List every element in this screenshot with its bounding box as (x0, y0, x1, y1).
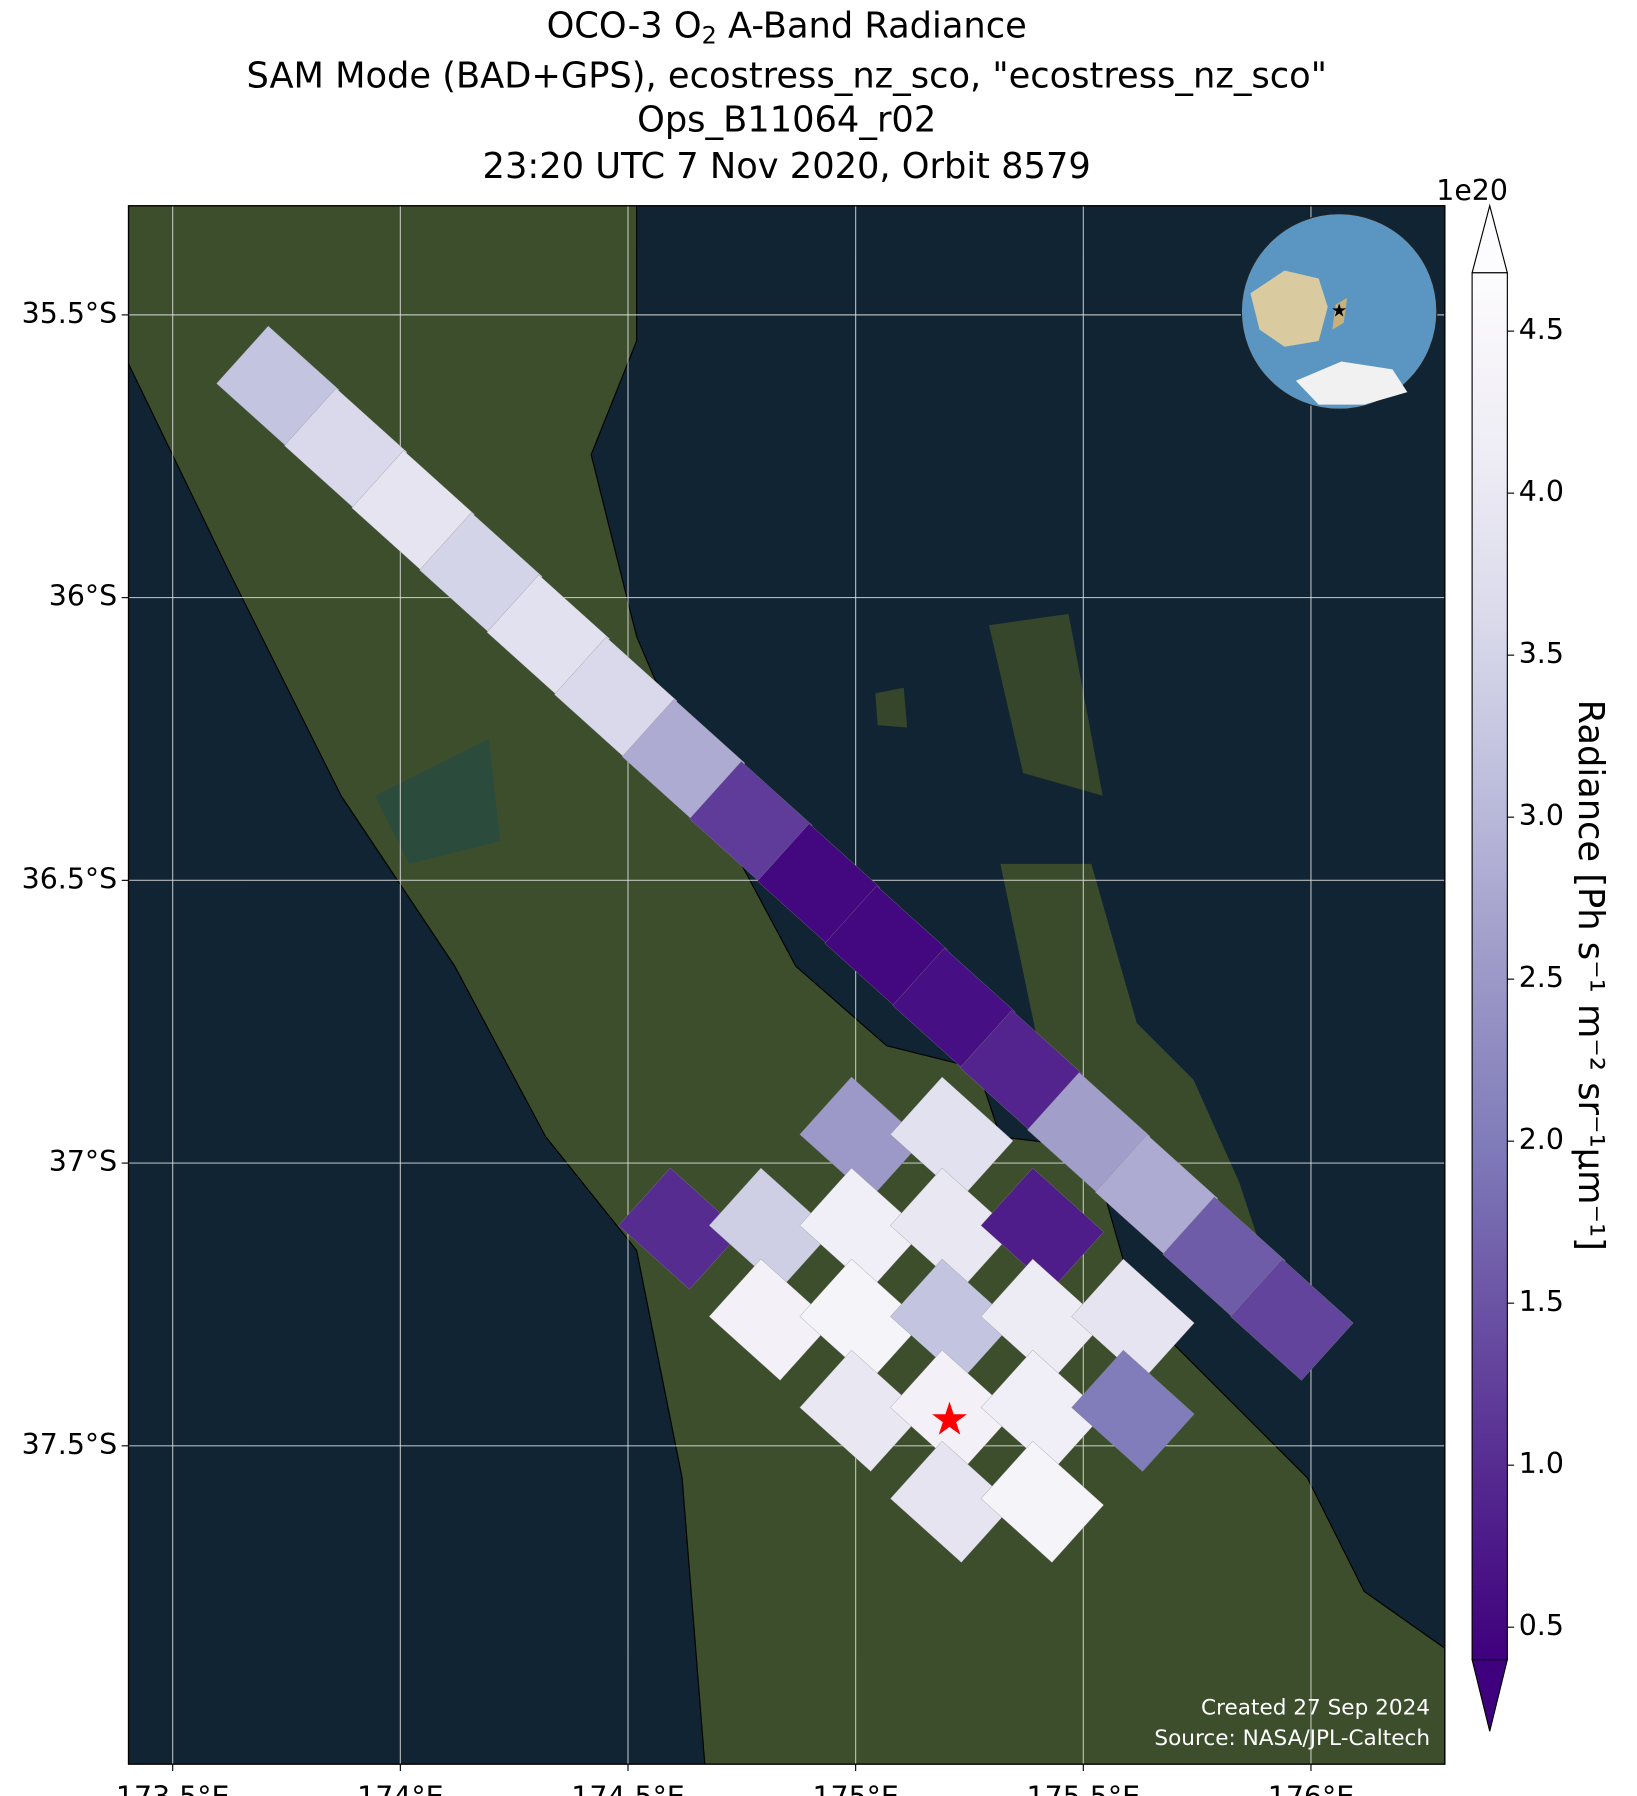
footprints (216, 325, 1354, 1563)
kaipara-harbour (375, 738, 501, 864)
globe-antarctica (1295, 361, 1408, 405)
colorbar-tick-label: 2.0 (1519, 1123, 1564, 1156)
globe-nz (1332, 297, 1348, 330)
map-frame (127, 205, 1446, 1765)
footprint (799, 1258, 923, 1381)
source-note: Source: NASA/JPL-Caltech (1154, 1726, 1430, 1751)
colorbar-tick-label: 3.5 (1519, 637, 1564, 670)
map-background: ★ (128, 205, 1445, 1765)
footprint (890, 1440, 1014, 1563)
colorbar-offset: 1e20 (1436, 174, 1508, 207)
colorbar-tick-label: 3.0 (1519, 799, 1564, 832)
x-tick-label: 173.5°E (116, 1780, 229, 1796)
footprint (890, 1258, 1014, 1381)
footprint (1071, 1349, 1195, 1472)
y-tick-label: 35.5°S (22, 297, 117, 330)
colorbar-tick-label: 1.0 (1519, 1447, 1564, 1480)
little-barrier-island (875, 687, 908, 728)
y-tick-label: 36°S (49, 580, 117, 613)
footprint (708, 1258, 833, 1381)
globe-inset: ★ (1240, 213, 1438, 410)
x-tick-label: 174°E (357, 1780, 443, 1796)
footprint (890, 1167, 1014, 1290)
colorbar: 1e20 Radiance [Ph s⁻¹ m⁻² sr⁻¹μm⁻¹] 0.5 1… (1436, 174, 1611, 1732)
globe-star: ★ (1331, 300, 1347, 321)
footprint (799, 1349, 923, 1472)
footprint (980, 1440, 1104, 1563)
footprint (980, 1349, 1104, 1472)
footprint (708, 1167, 833, 1290)
footprint (980, 1258, 1104, 1381)
target-star: ★ (929, 1393, 970, 1446)
colorbar-body (1471, 272, 1508, 1661)
footprint (1230, 1258, 1354, 1381)
colorbar-extend-top (1471, 203, 1509, 274)
great-barrier-island (989, 613, 1103, 796)
created-note: Created 27 Sep 2024 (1201, 1695, 1430, 1720)
target-layer: ★ (929, 1393, 970, 1446)
colorbar-tick-label: 1.5 (1519, 1285, 1564, 1318)
colorbar-label: Radiance [Ph s⁻¹ m⁻² sr⁻¹μm⁻¹] (1570, 700, 1611, 1251)
footprint (1071, 1258, 1195, 1381)
x-tick-label: 175.5°E (1027, 1780, 1140, 1796)
colorbar-extend-bottom (1471, 1659, 1509, 1732)
globe-australia (1250, 270, 1328, 347)
coromandel-land (1000, 863, 1262, 1251)
x-tick-label: 174.5°E (571, 1780, 684, 1796)
colorbar-tick-label: 4.0 (1519, 475, 1564, 508)
y-tick-label: 37.5°S (22, 1428, 117, 1461)
footprint (980, 1167, 1104, 1290)
x-tick-label: 176°E (1268, 1780, 1354, 1796)
footprint (890, 1076, 1014, 1199)
colorbar-tick-label: 2.5 (1519, 961, 1564, 994)
title-line1: OCO-3 O2 A-Band Radiance (547, 5, 1027, 49)
colorbar-tick-label: 4.5 (1519, 313, 1564, 346)
title-line3: Ops_B11064_r02 (637, 100, 936, 141)
footprint (799, 1167, 923, 1290)
title-line2: SAM Mode (BAD+GPS), ecostress_nz_sco, "e… (246, 55, 1326, 96)
footprint (618, 1167, 742, 1290)
title-line4: 23:20 UTC 7 Nov 2020, Orbit 8579 (483, 146, 1091, 187)
x-tick-label: 175°E (812, 1780, 898, 1796)
footprint (890, 1349, 1014, 1472)
y-tick-label: 36.5°S (22, 862, 117, 895)
annotation: Created 27 Sep 2024 Source: NASA/JPL-Cal… (1154, 1695, 1430, 1751)
footprint (799, 1076, 923, 1199)
y-tick-label: 37°S (49, 1145, 117, 1178)
colorbar-tick-label: 0.5 (1519, 1609, 1564, 1642)
